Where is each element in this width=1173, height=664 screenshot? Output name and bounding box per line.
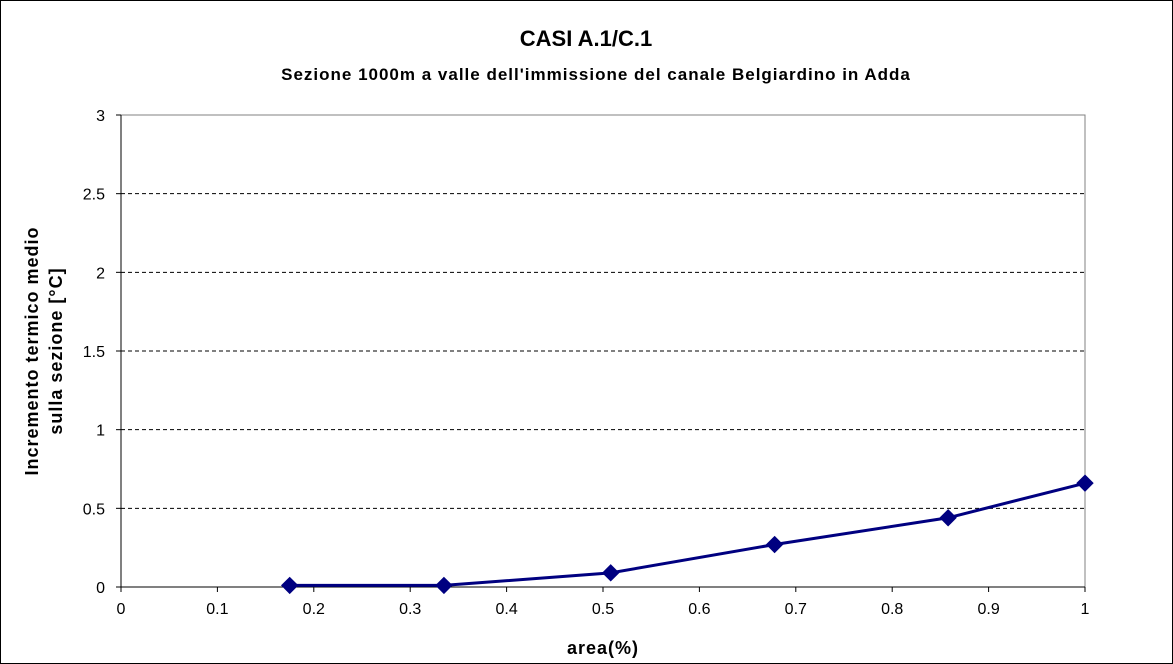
y-tick-label: 1 [96,423,105,440]
x-tick-label: 0.9 [977,601,999,618]
data-point-marker [602,564,620,582]
data-point-marker [1076,474,1094,492]
x-axis-ticks: 0 0.1 0.2 0.3 0.4 0.5 0.6 0.7 0.8 0.9 1 [117,587,1090,618]
series-line [289,481,1086,587]
x-tick-label: 0.5 [592,601,614,618]
y-tick-label: 1.5 [83,344,105,361]
data-point-marker [939,509,957,527]
x-tick-label: 0 [117,601,126,618]
y-tick-label: 2.5 [83,187,105,204]
x-tick-label: 0.4 [495,601,517,618]
y-tick-label: 0.5 [83,501,105,518]
y-tick-label: 2 [96,265,105,282]
chart-subtitle: Sezione 1000m a valle dell'immissione de… [281,65,911,84]
x-tick-label: 0.2 [303,601,325,618]
y-axis-ticks: 0 0.5 1 1.5 2 2.5 3 [83,108,121,597]
x-tick-label: 0.8 [881,601,903,618]
y-axis-label-line1: Incremento termico medio [22,226,42,475]
y-tick-label: 3 [96,108,105,125]
plot-area [120,114,1086,588]
x-tick-label: 0.1 [206,601,228,618]
data-point-marker [280,576,299,595]
data-point-marker [435,576,453,595]
x-tick-label: 0.7 [785,601,807,618]
data-point-marker [765,535,784,554]
x-tick-label: 0.6 [688,601,710,618]
y-tick-label: 0 [96,580,105,597]
x-tick-label: 0.3 [399,601,421,618]
y-axis-label-line2: sulla sezione [°C] [46,267,66,434]
x-tick-label: 1 [1081,601,1090,618]
series-group [280,474,1094,595]
chart-title: CASI A.1/C.1 [520,26,652,51]
x-axis-label: area(%) [567,638,639,658]
